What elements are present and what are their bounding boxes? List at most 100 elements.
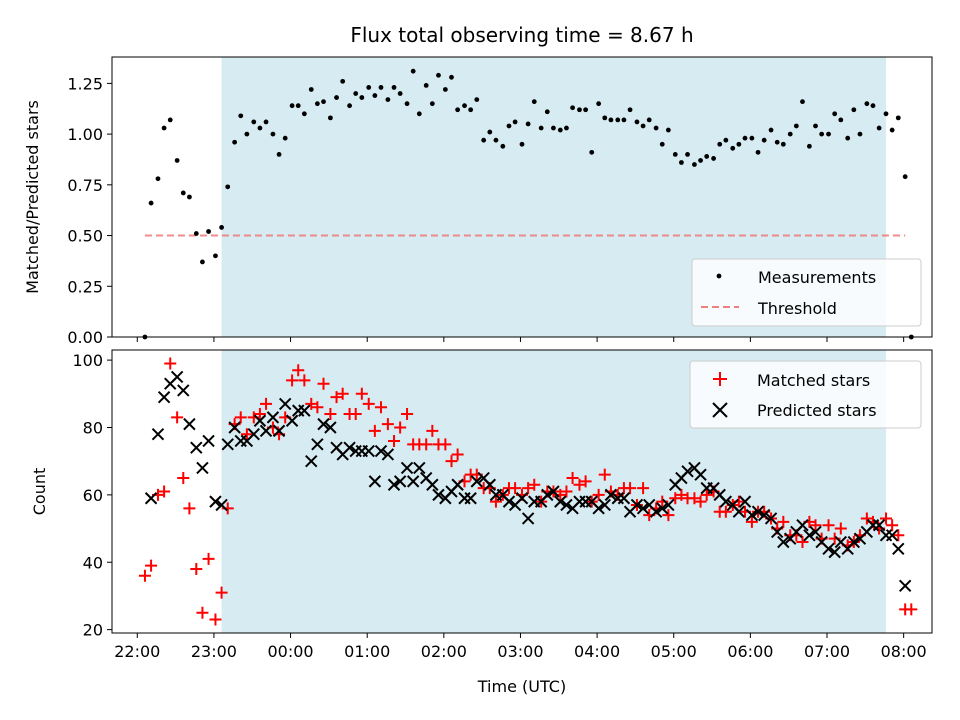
- measurement-point: [308, 87, 314, 92]
- matched-star-point: [177, 472, 190, 485]
- x-axis-label: Time (UTC): [477, 677, 566, 696]
- measurement-point: [761, 137, 767, 143]
- predicted-star-point: [387, 478, 401, 491]
- legend-plus-icon: [713, 372, 727, 386]
- matched-star-point: [694, 495, 707, 508]
- measurement-point: [544, 109, 550, 115]
- measurement-point: [806, 143, 812, 149]
- x-tick-label: 00:00: [268, 642, 314, 661]
- predicted-star-point: [521, 512, 535, 525]
- predicted-star-point: [183, 417, 196, 431]
- matched-star-point: [420, 438, 433, 451]
- measurement-point: [685, 151, 690, 157]
- measurement-point: [583, 107, 589, 113]
- legend-label-predicted-stars: Predicted stars: [757, 401, 877, 420]
- measurement-point: [429, 101, 435, 107]
- measurement-point: [525, 121, 531, 127]
- matched-star-point: [349, 408, 362, 421]
- measurement-point: [487, 129, 493, 135]
- measurement-point: [148, 200, 154, 206]
- x-tick-label: 07:00: [804, 642, 850, 661]
- predicted-star-point: [803, 529, 816, 542]
- x-tick-label: 02:00: [421, 642, 467, 661]
- measurement-point: [301, 111, 307, 117]
- matched-star-point: [286, 374, 299, 387]
- predicted-star-point: [872, 518, 886, 532]
- predicted-star-point: [541, 488, 554, 502]
- measurement-point: [557, 127, 563, 133]
- measurement-point: [314, 101, 320, 107]
- matched-star-point: [700, 488, 713, 501]
- measurement-point: [723, 137, 729, 143]
- measurement-point: [232, 139, 238, 145]
- measurement-point: [423, 83, 429, 88]
- predicted-star-point: [228, 421, 241, 434]
- measurement-point: [385, 97, 391, 103]
- predicted-star-point: [190, 441, 203, 454]
- predicted-star-point: [374, 444, 388, 458]
- matched-star-point: [305, 397, 318, 410]
- measurement-point: [793, 123, 799, 129]
- measurement-point: [225, 184, 231, 190]
- predicted-star-point: [681, 465, 694, 478]
- legend-dot-icon: [716, 273, 722, 279]
- measurement-point: [353, 91, 359, 96]
- measurement-point: [679, 160, 684, 165]
- measurement-point: [787, 131, 793, 137]
- matched-star-point: [669, 492, 682, 505]
- predicted-star-point: [796, 518, 809, 532]
- measurement-point: [161, 125, 167, 131]
- measurement-point: [832, 111, 838, 117]
- measurement-point: [589, 149, 595, 155]
- ratio-panel: 0.00 0.25 0.50 0.75 1.00 1.25 Flux total obse…: [23, 23, 933, 347]
- measurement-point: [174, 158, 180, 163]
- y-ticks: 0.00 0.25 0.50 0.75 1.00 1.25: [67, 74, 112, 347]
- predicted-star-point: [502, 495, 516, 508]
- predicted-star-point: [598, 498, 611, 512]
- x-tick-label: 03:00: [497, 642, 543, 661]
- y-axis-label: Count: [30, 468, 49, 516]
- predicted-star-point: [694, 468, 707, 481]
- y-tick-label: 20: [83, 621, 103, 640]
- legend-label-threshold: Threshold: [757, 299, 837, 318]
- predicted-star-point: [656, 502, 669, 515]
- predicted-star-point: [745, 508, 759, 522]
- y-tick-label: 40: [83, 553, 103, 572]
- predicted-star-point: [215, 498, 228, 512]
- measurement-point: [193, 231, 199, 236]
- measurement-point: [359, 95, 365, 100]
- measurement-point: [167, 117, 173, 123]
- measurement-point: [653, 125, 659, 131]
- predicted-star-point: [770, 525, 784, 539]
- measurement-point: [410, 68, 416, 74]
- matched-star-point: [355, 387, 368, 400]
- measurement-point: [640, 123, 646, 129]
- y-tick-label: 60: [83, 486, 103, 505]
- predicted-star-point: [413, 461, 426, 475]
- axes-frame: [111, 349, 933, 634]
- measurement-point: [768, 127, 774, 133]
- matched-star-point: [330, 391, 343, 404]
- matched-star-point: [796, 536, 809, 549]
- measurement-point: [251, 119, 257, 125]
- matched-star-point: [368, 424, 381, 437]
- predicted-star-point: [617, 492, 631, 505]
- measurement-point: [474, 97, 480, 103]
- measurement-point: [449, 74, 454, 80]
- chart-title: Flux total observing time = 8.67 h: [350, 23, 693, 47]
- measurement-point: [634, 119, 640, 125]
- measurement-point: [270, 131, 276, 137]
- predicted-star-point: [144, 492, 158, 505]
- measurement-points: [142, 68, 914, 340]
- measurement-point: [889, 127, 895, 133]
- predicted-star-point: [311, 438, 324, 451]
- measurement-point: [442, 87, 448, 92]
- measurement-point: [180, 190, 186, 196]
- measurement-point: [864, 101, 870, 107]
- matched-star-point: [183, 502, 196, 515]
- predicted-star-point: [381, 448, 395, 461]
- matched-star-point: [745, 515, 758, 528]
- measurement-point: [238, 113, 244, 119]
- matched-star-point: [209, 613, 222, 626]
- matched-star-point: [158, 485, 171, 498]
